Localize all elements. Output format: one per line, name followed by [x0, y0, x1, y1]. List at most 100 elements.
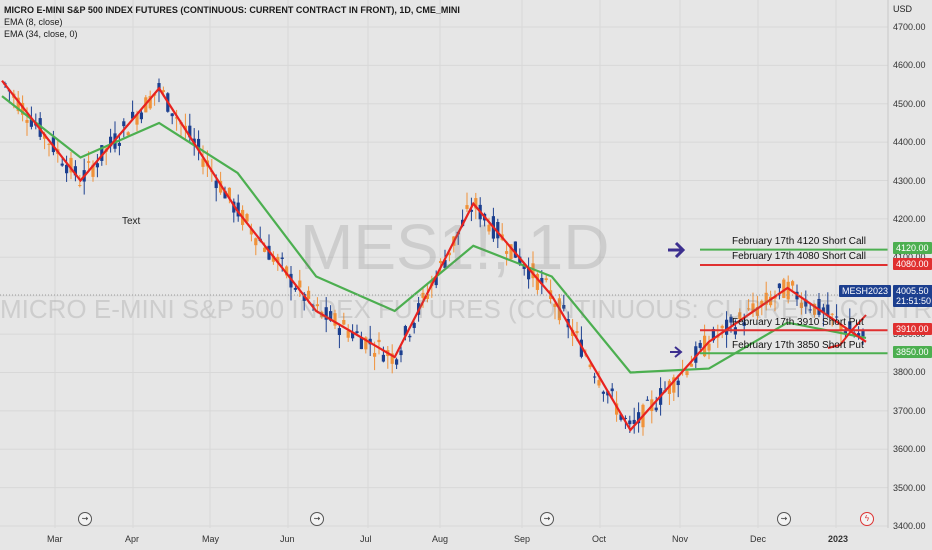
candle-body [791, 281, 795, 286]
candle-body [518, 256, 522, 265]
candle-body [425, 294, 429, 299]
candle-body [197, 138, 201, 150]
candle-body [632, 419, 636, 424]
call-4120-label[interactable]: February 17th 4120 Short Call [732, 236, 866, 247]
candle-body [381, 354, 385, 362]
candle-body [223, 190, 227, 199]
candle-body [760, 300, 764, 305]
put-3910-label[interactable]: February 17th 3910 Short Put [732, 317, 864, 328]
dividend-event-icon[interactable]: ⇝ [540, 512, 554, 526]
candle-body [672, 377, 676, 393]
candle-body [403, 326, 407, 336]
y-tick-label: 4600.00 [893, 60, 926, 71]
candle-body [755, 307, 759, 316]
price-label-3910: 3910.00 [893, 323, 932, 335]
candle-body [439, 260, 443, 263]
x-tick-label: Mar [47, 534, 63, 544]
arrow-icon [668, 241, 686, 259]
candle-body [799, 302, 803, 309]
candle-body [412, 323, 416, 328]
candle-body [738, 312, 742, 320]
dividend-event-icon[interactable]: ⇝ [777, 512, 791, 526]
candle-body [597, 380, 601, 386]
candle-body [170, 113, 174, 117]
candle-body [861, 329, 865, 337]
ema-8-line [1, 80, 867, 432]
earnings-event-icon[interactable]: ϟ [860, 512, 874, 526]
candle-body [593, 376, 597, 378]
y-tick-label: 4100.00 [893, 252, 926, 262]
candle-body [175, 117, 179, 119]
candle-body [337, 328, 341, 336]
candle-body [373, 352, 377, 357]
candle-body [227, 187, 231, 199]
candle-body [342, 319, 346, 325]
candle-body [285, 266, 289, 276]
candle-body [25, 119, 29, 123]
candle-body [219, 180, 223, 193]
candle-body [359, 337, 363, 350]
price-label-4120: 4120.00 [893, 242, 932, 254]
candle-body [615, 403, 619, 415]
candle-body [443, 259, 447, 268]
y-tick-label: 3800.00 [893, 367, 926, 378]
price-label-3850: 3850.00 [893, 346, 932, 358]
dividend-event-icon[interactable]: ⇝ [310, 512, 324, 526]
symbol-watermark: MES1!, 1D [300, 211, 610, 283]
candle-body [527, 266, 531, 280]
candle-body [346, 330, 350, 338]
dividend-event-icon[interactable]: ⇝ [78, 512, 92, 526]
candle-body [122, 121, 126, 127]
candle-body [821, 307, 825, 314]
candle-body [95, 163, 99, 168]
candle-body [509, 244, 513, 260]
candle-body [21, 102, 25, 115]
call-4080-label[interactable]: February 17th 4080 Short Call [732, 251, 866, 262]
description-watermark: MICRO E-MINI S&P 500 INDEX FUTURES (CONT… [0, 294, 932, 324]
ema-fast-legend[interactable]: EMA (8, close) [4, 17, 63, 27]
candle-body [364, 337, 368, 350]
candle-body [769, 296, 773, 306]
candle-body [698, 342, 702, 348]
candle-body [201, 158, 205, 167]
candle-body [645, 399, 649, 401]
price-label-4080: 4080.00 [893, 258, 932, 270]
candle-body [38, 118, 42, 137]
candle-body [725, 319, 729, 335]
candle-body [276, 256, 280, 263]
candle-body [298, 280, 302, 288]
last-price: 4005.50 [896, 286, 929, 296]
candle-body [139, 112, 143, 120]
candle-body [245, 214, 249, 222]
candle-body [469, 209, 473, 212]
candle-body [434, 276, 438, 286]
candle-body [535, 274, 539, 290]
candle-body [623, 417, 627, 419]
candle-body [496, 222, 500, 239]
put-3850-label[interactable]: February 17th 3850 Short Put [732, 340, 864, 351]
candle-body [808, 309, 812, 311]
candle-body [747, 308, 751, 310]
candle-body [562, 305, 566, 309]
y-tick-label: 4500.00 [893, 98, 926, 109]
candle-body [575, 331, 579, 334]
candle-body [91, 164, 95, 177]
candle-body [835, 316, 839, 318]
candle-body [839, 324, 843, 332]
x-tick-label: Aug [432, 534, 449, 544]
candle-body [848, 321, 852, 331]
candle-body [540, 277, 544, 284]
candle-body [117, 142, 121, 146]
candle-body [804, 299, 808, 307]
candle-body [813, 303, 817, 315]
arrow-icon [670, 346, 683, 358]
text-annotation[interactable]: Text [122, 216, 141, 227]
y-tick-label: 3500.00 [893, 482, 926, 493]
y-tick-label: 3400.00 [893, 521, 926, 531]
candle-body [601, 391, 605, 394]
candle-body [505, 251, 509, 254]
candle-body [188, 125, 192, 138]
candle-body [60, 163, 64, 166]
ema-slow-legend[interactable]: EMA (34, close, 0) [4, 29, 78, 39]
